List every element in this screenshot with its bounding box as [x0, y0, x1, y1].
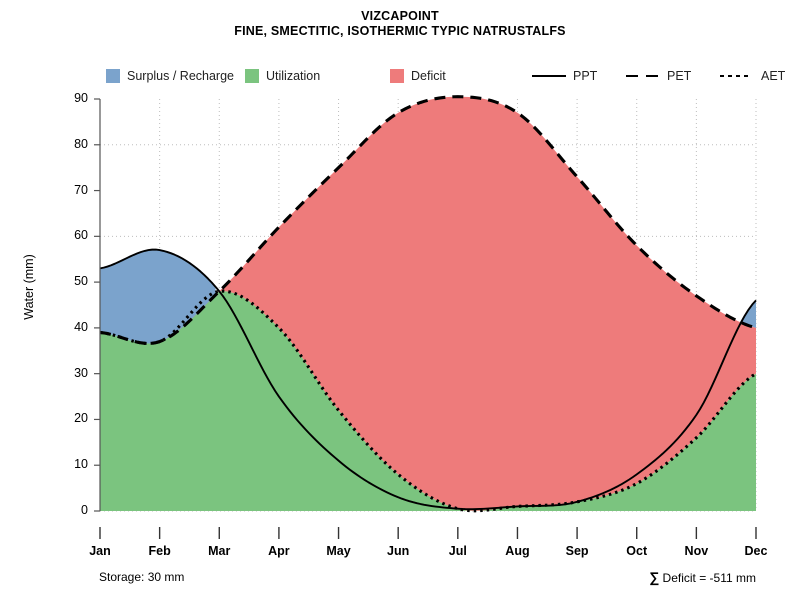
series-line-pet	[99, 95, 757, 346]
band-surplus	[100, 249, 216, 344]
y-axis-label: Water (mm)	[22, 254, 36, 320]
legend-item-utilization[interactable]: Utilization	[245, 67, 320, 85]
dashed-line-icon	[626, 69, 660, 83]
legend-label-utilization: Utilization	[266, 69, 321, 83]
chart-legend: Surplus / Recharge Utilization Deficit P…	[100, 67, 785, 87]
legend-item-ppt[interactable]: PPT	[532, 67, 597, 85]
y-tick-label: 80	[74, 136, 88, 151]
page-title: VIZCAPOINT	[361, 9, 439, 23]
band-utilization	[100, 291, 756, 511]
x-tick-label: Mar	[208, 544, 231, 558]
area-bands	[100, 96, 756, 511]
y-tick-label: 90	[74, 91, 88, 105]
x-tick-label: Jun	[387, 544, 410, 558]
y-tick-label: 50	[74, 274, 88, 289]
x-tick-label: Jan	[89, 544, 111, 558]
y-tick-label: 70	[74, 182, 88, 197]
x-tick-label: May	[326, 544, 351, 558]
y-tick-label: 30	[74, 365, 88, 380]
band-deficit	[100, 96, 756, 511]
y-tick-label: 10	[74, 457, 88, 472]
series-lines	[99, 95, 757, 513]
legend-swatch-surplus-icon	[106, 69, 120, 83]
x-tick-label: Feb	[148, 544, 171, 558]
total-deficit-value: Deficit = -511 mm	[659, 571, 756, 585]
x-tick-label: Apr	[268, 544, 290, 558]
x-tick-label: Sep	[565, 544, 589, 558]
x-tick-label: Nov	[684, 544, 709, 558]
band-surplus	[741, 300, 756, 328]
dotted-line-icon	[720, 69, 754, 83]
total-deficit-note: ∑ Deficit = -511 mm	[649, 569, 756, 585]
storage-note: Storage: 30 mm	[99, 570, 185, 584]
solid-line-icon	[532, 69, 566, 83]
legend-item-aet[interactable]: AET	[720, 67, 785, 85]
page-subtitle: FINE, SMECTITIC, ISOTHERMIC TYPIC NATRUS…	[234, 24, 566, 38]
x-tick-label: Aug	[505, 544, 530, 558]
legend-swatch-deficit-icon	[390, 69, 404, 83]
legend-label-aet: AET	[761, 69, 786, 83]
y-tick-label: 60	[74, 228, 88, 243]
legend-label-pet: PET	[667, 69, 692, 83]
x-tick-label: Oct	[626, 544, 648, 558]
legend-item-deficit[interactable]: Deficit	[390, 67, 446, 85]
legend-label-ppt: PPT	[573, 69, 598, 83]
legend-item-pet[interactable]: PET	[626, 67, 691, 85]
y-tick-label: 40	[74, 319, 88, 334]
chart-title-block: VIZCAPOINT FINE, SMECTITIC, ISOTHERMIC T…	[0, 9, 800, 39]
legend-swatch-utilization-icon	[245, 69, 259, 83]
legend-item-surplus[interactable]: Surplus / Recharge	[106, 67, 234, 85]
y-tick-label: 20	[74, 411, 88, 426]
series-line-ppt	[99, 248, 757, 511]
x-tick-label: Dec	[744, 544, 768, 558]
axis-ticks	[94, 98, 757, 539]
y-tick-label: 0	[81, 503, 88, 517]
sigma-icon: ∑	[649, 569, 660, 585]
legend-label-deficit: Deficit	[411, 69, 446, 83]
legend-label-surplus: Surplus / Recharge	[127, 69, 235, 83]
x-tick-label: Jul	[448, 544, 467, 558]
